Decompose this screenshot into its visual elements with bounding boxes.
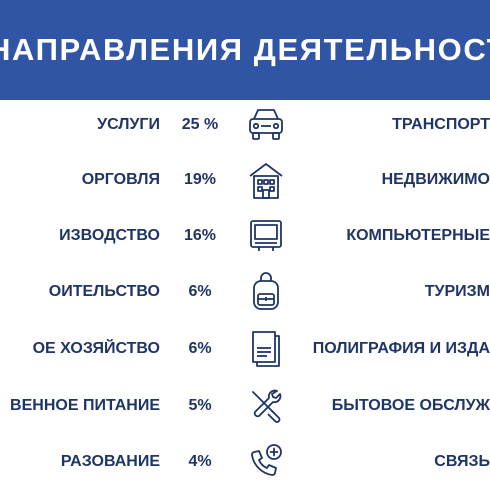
left-category-label: ОЕ ХОЗЯЙСТВО: [32, 340, 160, 357]
right-category-label: ТУРИЗМ: [424, 283, 490, 300]
left-category-label: РАЗОВАНИЕ: [60, 453, 160, 470]
list-item: РАЗОВАНИЕ 4% СВЯЗЬ: [0, 434, 490, 490]
percent-value: 19%: [183, 171, 217, 188]
right-category-label: НЕДВИЖИМО: [381, 171, 490, 188]
left-category-label: ИЗВОДСТВО: [59, 227, 160, 244]
percent-value: 5%: [188, 397, 212, 414]
right-category-label: ТРАНСПОРТ: [392, 116, 490, 133]
left-category-label: ОИТЕЛЬСТВО: [48, 283, 160, 300]
buildings-icon: [244, 160, 288, 200]
left-category-label: УСЛУГИ: [97, 116, 160, 133]
list-item: УСЛУГИ 25 % ТРАНСПОРТ: [0, 97, 490, 153]
percent-value: 6%: [188, 340, 212, 357]
right-category-label: СВЯЗЬ: [434, 453, 490, 470]
list-item: ОЕ ХОЗЯЙСТВО 6% ПОЛИГРАФИЯ И ИЗДА: [0, 321, 490, 377]
right-category-label: КОМПЬЮТЕРНЫЕ: [346, 227, 490, 244]
list-item: ИЗВОДСТВО 16% КОМПЬЮТЕРНЫЕ: [0, 208, 490, 264]
right-category-label: ПОЛИГРАФИЯ И ИЗДА: [312, 340, 490, 357]
tools-icon: [244, 386, 288, 426]
list-item: ОРГОВЛЯ 19% НЕДВИЖИМО: [0, 152, 490, 208]
list-item: ВЕННОЕ ПИТАНИЕ 5% БЫТОВОЕ ОБСЛУЖ: [0, 378, 490, 434]
list-item: ОИТЕЛЬСТВО 6% ТУРИЗМ: [0, 264, 490, 320]
backpack-icon: [244, 272, 288, 312]
percent-value: 6%: [188, 283, 212, 300]
left-category-label: ОРГОВЛЯ: [81, 171, 160, 188]
percent-value: 16%: [183, 227, 217, 244]
percent-value: 4%: [188, 453, 212, 470]
phone-plus-icon: [244, 442, 288, 482]
header-banner: НАПРАВЛЕНИЯ ДЕЯТЕЛЬНОСТИ РЕС: [0, 0, 490, 100]
monitor-icon: [244, 216, 288, 256]
right-category-label: БЫТОВОЕ ОБСЛУЖ: [331, 397, 490, 414]
percent-value: 25 %: [181, 116, 219, 133]
book-icon: [244, 329, 288, 369]
car-icon: [244, 105, 288, 145]
left-category-label: ВЕННОЕ ПИТАНИЕ: [10, 397, 160, 414]
page-title: НАПРАВЛЕНИЯ ДЕЯТЕЛЬНОСТИ РЕС: [0, 32, 490, 67]
